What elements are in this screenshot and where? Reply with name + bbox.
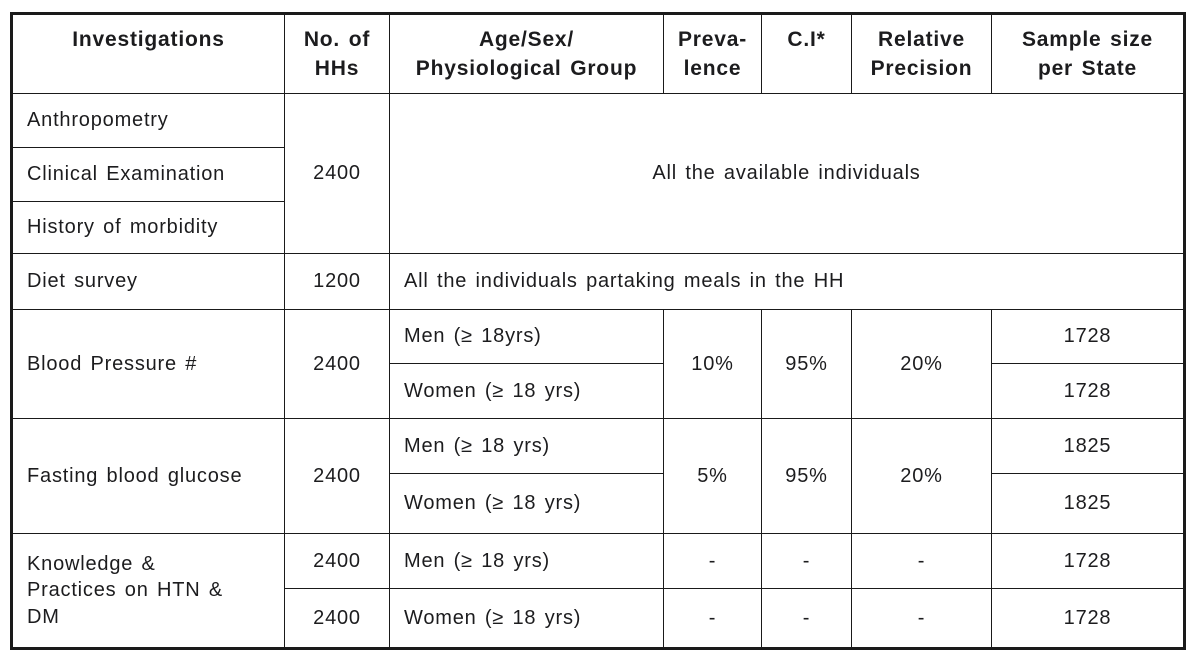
cell-hhs-knowledge-practices-women: 2400 bbox=[284, 588, 390, 649]
cell-investigation-fasting-blood-glucose: Fasting blood glucose bbox=[11, 418, 285, 534]
row-fasting-blood-glucose-women: Women (≥ 18 yrs) 1825 bbox=[12, 473, 1185, 534]
cell-coverage-note-general-group: All the available individuals bbox=[389, 93, 1185, 254]
cell-group-fasting-blood-glucose-women: Women (≥ 18 yrs) bbox=[389, 473, 664, 534]
row-blood-pressure-women: Women (≥ 18 yrs) 1728 bbox=[12, 363, 1185, 419]
header-line: Investigations bbox=[72, 28, 225, 51]
cell-investigation-knowledge-practices: Knowledge & Practices on HTN & DM bbox=[11, 533, 285, 649]
investigation-line: Knowledge & bbox=[27, 552, 156, 575]
header-line: Preva- bbox=[678, 28, 748, 51]
header-relative-precision: Relative Precision bbox=[851, 13, 992, 94]
cell-hhs-general-group: 2400 bbox=[284, 93, 390, 254]
header-sample-size: Sample size per State bbox=[991, 13, 1185, 94]
header-age-sex-group: Age/Sex/ Physiological Group bbox=[389, 13, 664, 94]
header-investigations: Investigations bbox=[11, 13, 285, 94]
cell-relative-precision-blood-pressure: 20% bbox=[851, 309, 992, 419]
cell-relative-precision-knowledge-practices-women: - bbox=[851, 588, 992, 649]
investigation-line: Practices on HTN & bbox=[27, 579, 224, 602]
header-line: Age/Sex/ bbox=[478, 28, 575, 51]
investigation-line: DM bbox=[27, 605, 60, 628]
header-line: HHs bbox=[314, 56, 360, 80]
row-blood-pressure-men: Blood Pressure # 2400 Men (≥ 18yrs) 10% … bbox=[11, 309, 1185, 419]
cell-investigation-history-of-morbidity: History of morbidity bbox=[11, 201, 285, 254]
header-no-of-hhs: No. of HHs bbox=[284, 13, 390, 94]
cell-group-blood-pressure-men: Men (≥ 18yrs) bbox=[389, 309, 664, 364]
header-line: Precision bbox=[870, 56, 973, 80]
header-line: Sample size bbox=[1021, 28, 1154, 51]
cell-group-knowledge-practices-men: Men (≥ 18 yrs) bbox=[389, 533, 664, 589]
cell-hhs-blood-pressure: 2400 bbox=[284, 309, 390, 419]
cell-sample-size-knowledge-practices-men: 1728 bbox=[991, 533, 1185, 589]
row-clinical-examination: Clinical Examination bbox=[11, 147, 1185, 202]
cell-ci-blood-pressure: 95% bbox=[761, 309, 852, 419]
row-history-of-morbidity: History of morbidity bbox=[11, 201, 1185, 254]
cell-investigation-clinical-examination: Clinical Examination bbox=[11, 147, 285, 202]
header-line: Physiological Group bbox=[415, 56, 638, 80]
header-row: Investigations No. of HHs Age/Sex/ Physi… bbox=[11, 13, 1185, 94]
header-line: per State bbox=[1037, 56, 1138, 80]
header-line: Relative bbox=[878, 28, 965, 51]
page: Investigations No. of HHs Age/Sex/ Physi… bbox=[10, 12, 1186, 650]
cell-investigation-diet-survey: Diet survey bbox=[11, 253, 285, 310]
cell-investigation-anthropometry: Anthropometry bbox=[11, 93, 285, 148]
cell-prevalence-knowledge-practices-men: - bbox=[663, 533, 762, 589]
cell-sample-size-blood-pressure-men: 1728 bbox=[991, 309, 1185, 364]
row-diet-survey: Diet survey 1200 All the individuals par… bbox=[11, 253, 1185, 310]
cell-hhs-fasting-blood-glucose: 2400 bbox=[284, 418, 390, 534]
cell-sample-size-knowledge-practices-women: 1728 bbox=[991, 588, 1185, 649]
row-anthropometry: Anthropometry 2400 All the available ind… bbox=[11, 93, 1185, 254]
cell-sample-size-blood-pressure-women: 1728 bbox=[991, 363, 1185, 419]
cell-prevalence-blood-pressure: 10% bbox=[663, 309, 762, 419]
cell-hhs-diet-survey: 1200 bbox=[284, 253, 390, 310]
cell-relative-precision-knowledge-practices-men: - bbox=[851, 533, 992, 589]
cell-ci-knowledge-practices-men: - bbox=[761, 533, 852, 589]
cell-prevalence-fasting-blood-glucose: 5% bbox=[663, 418, 762, 534]
row-knowledge-practices-women: 2400 Women (≥ 18 yrs) - - - 1728 bbox=[12, 588, 1185, 649]
cell-hhs-knowledge-practices-men: 2400 bbox=[284, 533, 390, 589]
cell-coverage-note-diet-survey: All the individuals partaking meals in t… bbox=[389, 253, 1185, 310]
cell-relative-precision-fasting-blood-glucose: 20% bbox=[851, 418, 992, 534]
cell-group-fasting-blood-glucose-men: Men (≥ 18 yrs) bbox=[389, 418, 664, 474]
cell-sample-size-fasting-blood-glucose-men: 1825 bbox=[991, 418, 1185, 474]
cell-prevalence-knowledge-practices-women: - bbox=[663, 588, 762, 649]
cell-ci-fasting-blood-glucose: 95% bbox=[761, 418, 852, 534]
header-prevalence: Preva- lence bbox=[663, 13, 762, 94]
row-fasting-blood-glucose-men: Fasting blood glucose 2400 Men (≥ 18 yrs… bbox=[11, 418, 1185, 534]
row-knowledge-practices-men: Knowledge & Practices on HTN & DM 2400 M… bbox=[11, 533, 1185, 649]
header-line: C.I* bbox=[787, 28, 826, 51]
cell-ci-knowledge-practices-women: - bbox=[761, 588, 852, 649]
header-ci: C.I* bbox=[761, 13, 852, 94]
cell-group-knowledge-practices-women: Women (≥ 18 yrs) bbox=[389, 588, 664, 649]
cell-investigation-blood-pressure: Blood Pressure # bbox=[11, 309, 285, 419]
cell-group-blood-pressure-women: Women (≥ 18 yrs) bbox=[389, 363, 664, 419]
sampling-design-table: Investigations No. of HHs Age/Sex/ Physi… bbox=[10, 12, 1186, 650]
cell-sample-size-fasting-blood-glucose-women: 1825 bbox=[991, 473, 1185, 534]
header-line: lence bbox=[683, 56, 742, 80]
header-line: No. of bbox=[303, 28, 371, 51]
